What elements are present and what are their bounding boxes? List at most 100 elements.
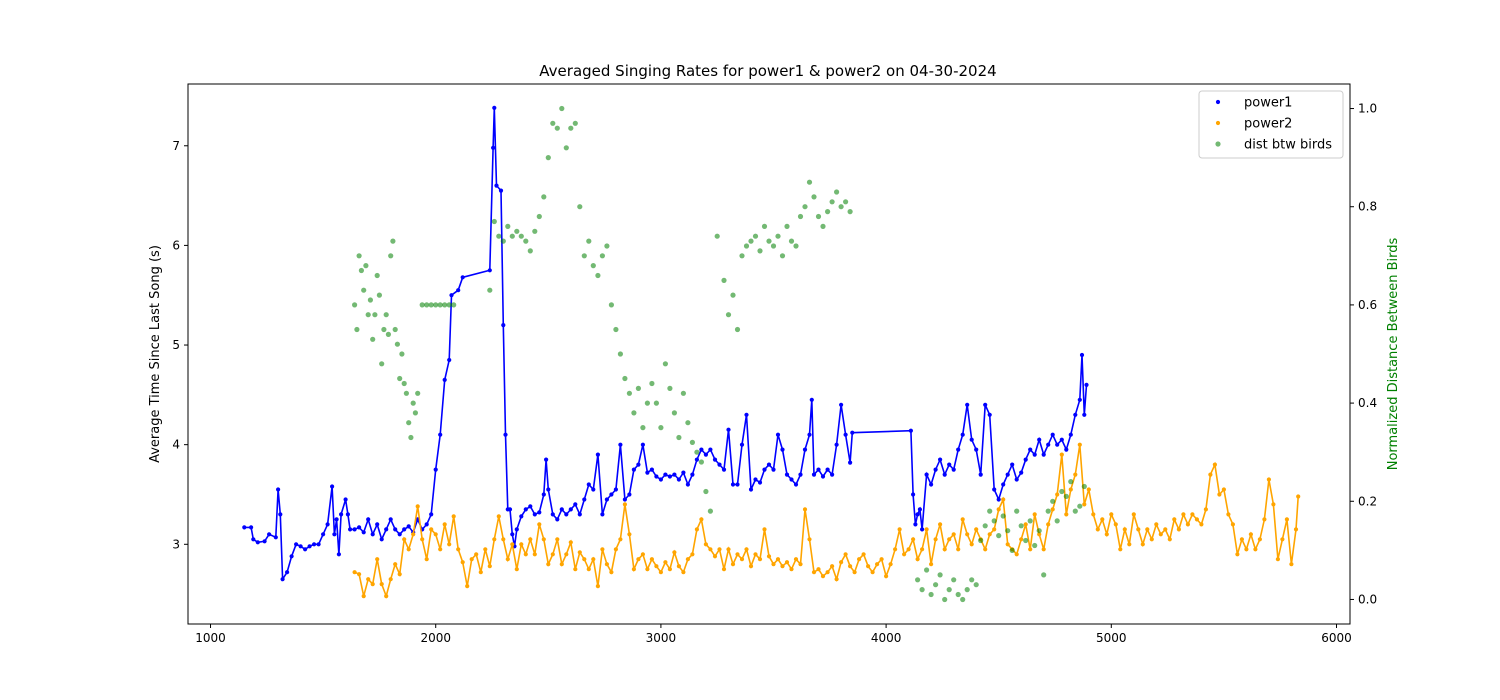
data-point: [568, 507, 573, 512]
data-point: [784, 472, 790, 477]
data-point: [1131, 512, 1136, 517]
data-point: [789, 567, 794, 572]
data-point: [582, 557, 587, 562]
data-point: [361, 594, 366, 599]
y-axis-left: 3 4 5 6 7: [172, 139, 188, 551]
data-point: [1037, 437, 1042, 442]
data-point: [1091, 512, 1096, 517]
data-point: [667, 385, 673, 391]
data-point: [361, 287, 367, 293]
data-point: [1296, 494, 1301, 499]
data-point: [1064, 512, 1069, 517]
data-point: [875, 562, 880, 567]
data-point: [973, 582, 979, 588]
data-point: [911, 492, 916, 497]
data-point: [631, 410, 637, 416]
y-axis-label-left: Average Time Since Last Song (s): [148, 245, 163, 463]
data-point: [870, 570, 875, 575]
data-point: [267, 532, 272, 537]
data-point: [815, 213, 822, 220]
data-point: [809, 397, 814, 402]
series-line: [244, 107, 1088, 582]
data-point: [761, 223, 768, 229]
data-point: [393, 562, 398, 567]
data-point: [1226, 512, 1231, 517]
data-point: [352, 570, 357, 575]
data-point: [884, 574, 889, 579]
data-point: [1079, 352, 1085, 358]
data-point: [663, 472, 668, 477]
data-point: [510, 542, 515, 547]
data-point: [631, 567, 637, 572]
data-point: [708, 447, 713, 452]
data-point: [550, 120, 556, 126]
data-point: [689, 439, 696, 445]
data-point: [384, 527, 389, 532]
data-point: [618, 537, 623, 542]
data-point: [415, 504, 420, 509]
data-point: [811, 570, 817, 575]
x-tick-label: 1000: [195, 631, 226, 645]
data-point: [255, 540, 260, 545]
data-point: [757, 248, 763, 254]
data-point: [564, 552, 569, 557]
y-tick-label: 7: [172, 139, 180, 153]
data-point: [915, 512, 920, 517]
y-right-tick-label: 0.0: [1358, 592, 1377, 606]
data-point: [312, 542, 317, 547]
data-point: [449, 293, 454, 298]
data-point: [433, 467, 438, 472]
data-point: [667, 474, 673, 479]
data-point: [937, 572, 943, 578]
data-point: [924, 567, 930, 573]
data-point: [604, 497, 610, 502]
data-point: [1154, 522, 1159, 527]
data-point: [1230, 522, 1235, 527]
data-point: [780, 564, 785, 569]
data-point: [383, 312, 389, 318]
data-point: [1068, 432, 1073, 437]
data-point: [492, 105, 497, 110]
legend-marker: [1215, 99, 1221, 105]
data-point: [942, 547, 947, 552]
data-point: [334, 517, 339, 522]
data-point: [748, 564, 754, 569]
data-point: [503, 432, 508, 437]
data-point: [645, 470, 650, 475]
data-point: [726, 547, 731, 552]
data-point: [658, 425, 664, 431]
data-point: [1158, 532, 1163, 537]
data-point: [1082, 412, 1087, 417]
data-point: [428, 302, 434, 308]
data-point: [591, 557, 596, 562]
data-point: [793, 557, 799, 562]
data-point: [915, 577, 921, 583]
data-point: [352, 302, 358, 308]
data-point: [514, 527, 519, 532]
data-point: [699, 517, 704, 522]
data-point: [730, 292, 736, 298]
data-point: [1244, 547, 1249, 552]
data-point: [920, 547, 925, 552]
data-point: [1190, 512, 1195, 517]
data-point: [456, 547, 461, 552]
data-point: [403, 390, 409, 396]
x-tick-label: 3000: [646, 631, 677, 645]
data-point: [1014, 477, 1019, 482]
data-point: [839, 560, 844, 565]
data-point: [834, 189, 840, 195]
data-point: [942, 472, 947, 477]
data-point: [415, 390, 421, 396]
data-point: [893, 547, 898, 552]
data-point: [834, 442, 839, 447]
data-point: [613, 547, 619, 552]
data-point: [753, 477, 758, 482]
data-point: [960, 596, 966, 603]
data-point: [762, 467, 767, 472]
data-point: [1248, 532, 1253, 537]
data-point: [915, 557, 920, 562]
legend-marker: [1215, 120, 1221, 126]
data-point: [559, 562, 564, 567]
data-point: [1199, 522, 1204, 527]
x-tick-label: 6000: [1321, 631, 1352, 645]
